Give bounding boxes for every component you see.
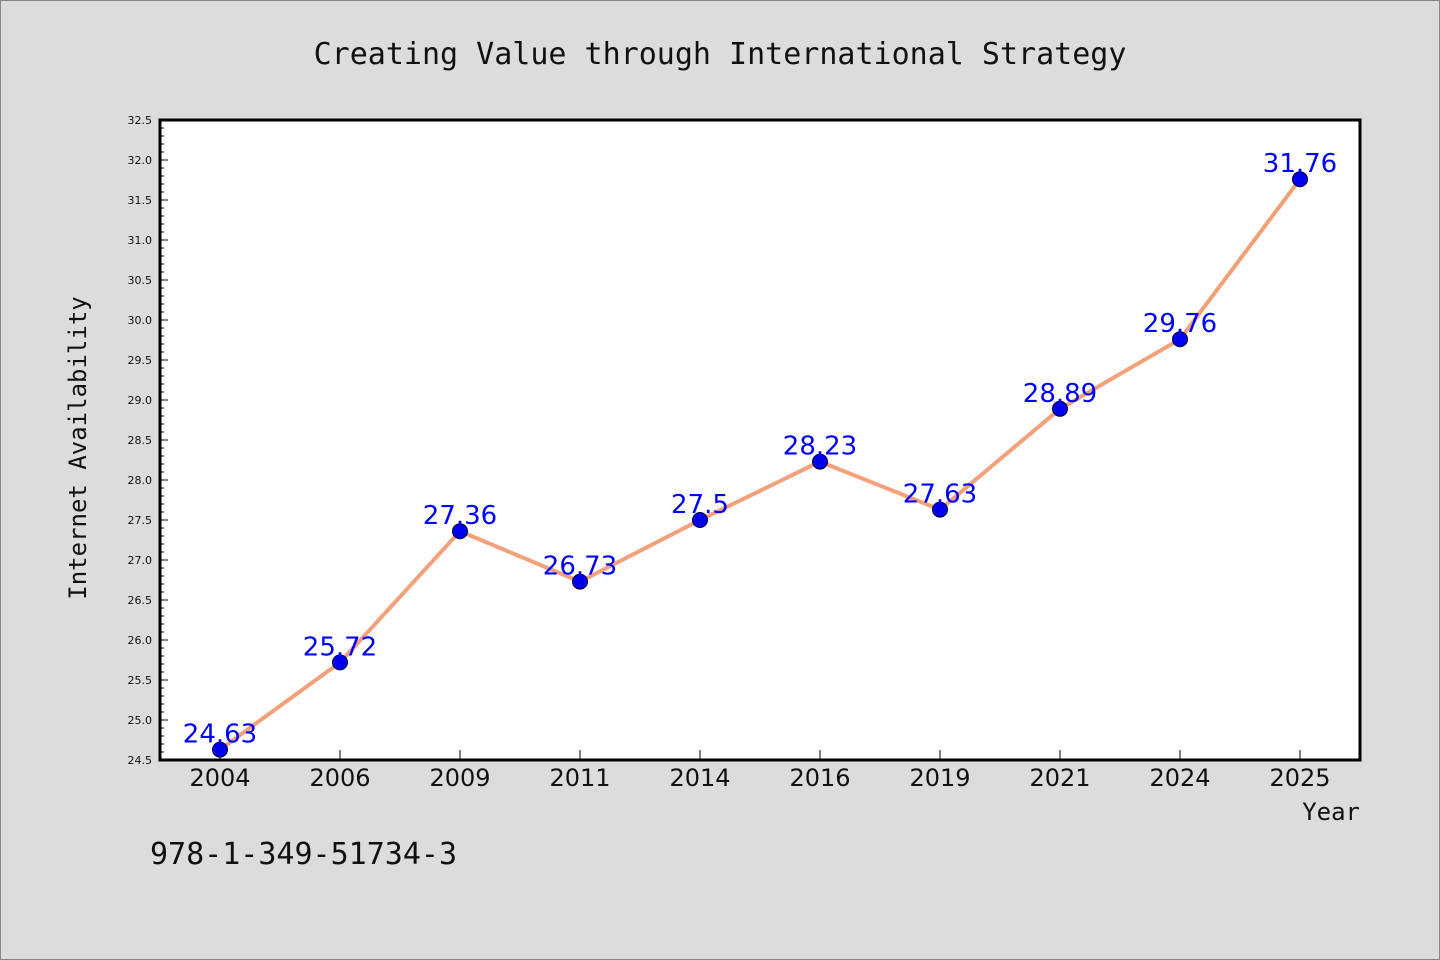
x-tick-label: 2004 (189, 764, 250, 792)
x-tick-label: 2024 (1149, 764, 1210, 792)
data-point-marker (572, 573, 588, 590)
data-point-marker (1172, 331, 1188, 348)
y-tick-label: 29.5 (128, 354, 153, 367)
y-tick-label: 28.5 (128, 434, 153, 447)
y-tick-label: 30.0 (128, 314, 153, 327)
y-tick-label: 29.0 (128, 394, 153, 407)
data-label: 27.5 (671, 490, 729, 520)
x-tick-label: 2019 (909, 764, 970, 792)
isbn-label: 978-1-349-51734-3 (150, 837, 457, 872)
data-label: 28.23 (783, 432, 857, 462)
data-label: 27.36 (423, 501, 497, 531)
data-point-marker (692, 512, 708, 528)
y-tick-label: 25.5 (128, 674, 153, 687)
data-label: 27.63 (903, 480, 977, 510)
y-tick-label: 27.0 (128, 554, 153, 567)
series-line (218, 177, 1302, 752)
y-tick-label: 32.5 (128, 114, 153, 127)
data-labels: 24.63 25.72 27.36 26.73 27.5 28.23 27.63 28.89 2… (183, 149, 1337, 749)
data-label: 24.63 (183, 720, 257, 750)
data-markers (212, 171, 1308, 758)
x-tick-label: 2016 (789, 764, 850, 792)
y-tick-label: 32.0 (128, 154, 153, 167)
y-tick-label: 26.0 (128, 634, 153, 647)
x-tick-label: 2006 (309, 764, 370, 792)
x-tick-label: 2021 (1029, 764, 1090, 792)
x-axis: 2004 2006 2009 2011 2014 2016 2019 2021 2024 2025 (189, 750, 1331, 792)
data-point-marker (332, 654, 348, 671)
x-tick-label: 2011 (549, 764, 610, 792)
y-tick-label: 26.5 (128, 594, 153, 607)
y-tick-label: 27.5 (128, 514, 153, 527)
data-label: 25.72 (303, 632, 377, 662)
x-tick-label: 2025 (1269, 764, 1330, 792)
y-tick-label: 28.0 (128, 474, 153, 487)
data-label: 31.76 (1263, 149, 1337, 179)
data-point-marker (452, 523, 468, 540)
y-tick-label: 31.0 (128, 234, 153, 247)
plot-frame (158, 118, 1362, 762)
y-tick-label: 30.5 (128, 274, 153, 287)
x-tick-label: 2014 (669, 764, 730, 792)
chart-title: Creating Value through International Str… (314, 37, 1127, 72)
x-tick-label: 2009 (429, 764, 490, 792)
y-axis: 24.5 25.0 25.5 26.0 26.5 27.0 27.5 28.0 28.5 29.0… (128, 114, 168, 767)
data-label: 26.73 (543, 552, 617, 582)
y-tick-label: 24.5 (128, 754, 153, 767)
data-point-marker (1292, 171, 1308, 188)
plot-area (160, 120, 1360, 760)
data-label: 29.76 (1143, 309, 1217, 339)
y-tick-label: 25.0 (128, 714, 153, 727)
data-point-marker (932, 501, 948, 518)
data-label: 28.89 (1023, 379, 1097, 409)
x-axis-title: Year (1302, 798, 1360, 826)
data-point-marker (1052, 400, 1068, 417)
data-point-marker (812, 453, 828, 470)
y-axis-title: Internet Availability (64, 296, 92, 599)
data-point-marker (212, 741, 228, 758)
y-tick-label: 31.5 (128, 194, 153, 207)
